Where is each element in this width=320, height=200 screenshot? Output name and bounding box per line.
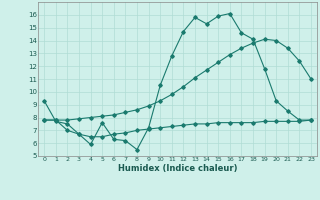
X-axis label: Humidex (Indice chaleur): Humidex (Indice chaleur) [118,164,237,173]
